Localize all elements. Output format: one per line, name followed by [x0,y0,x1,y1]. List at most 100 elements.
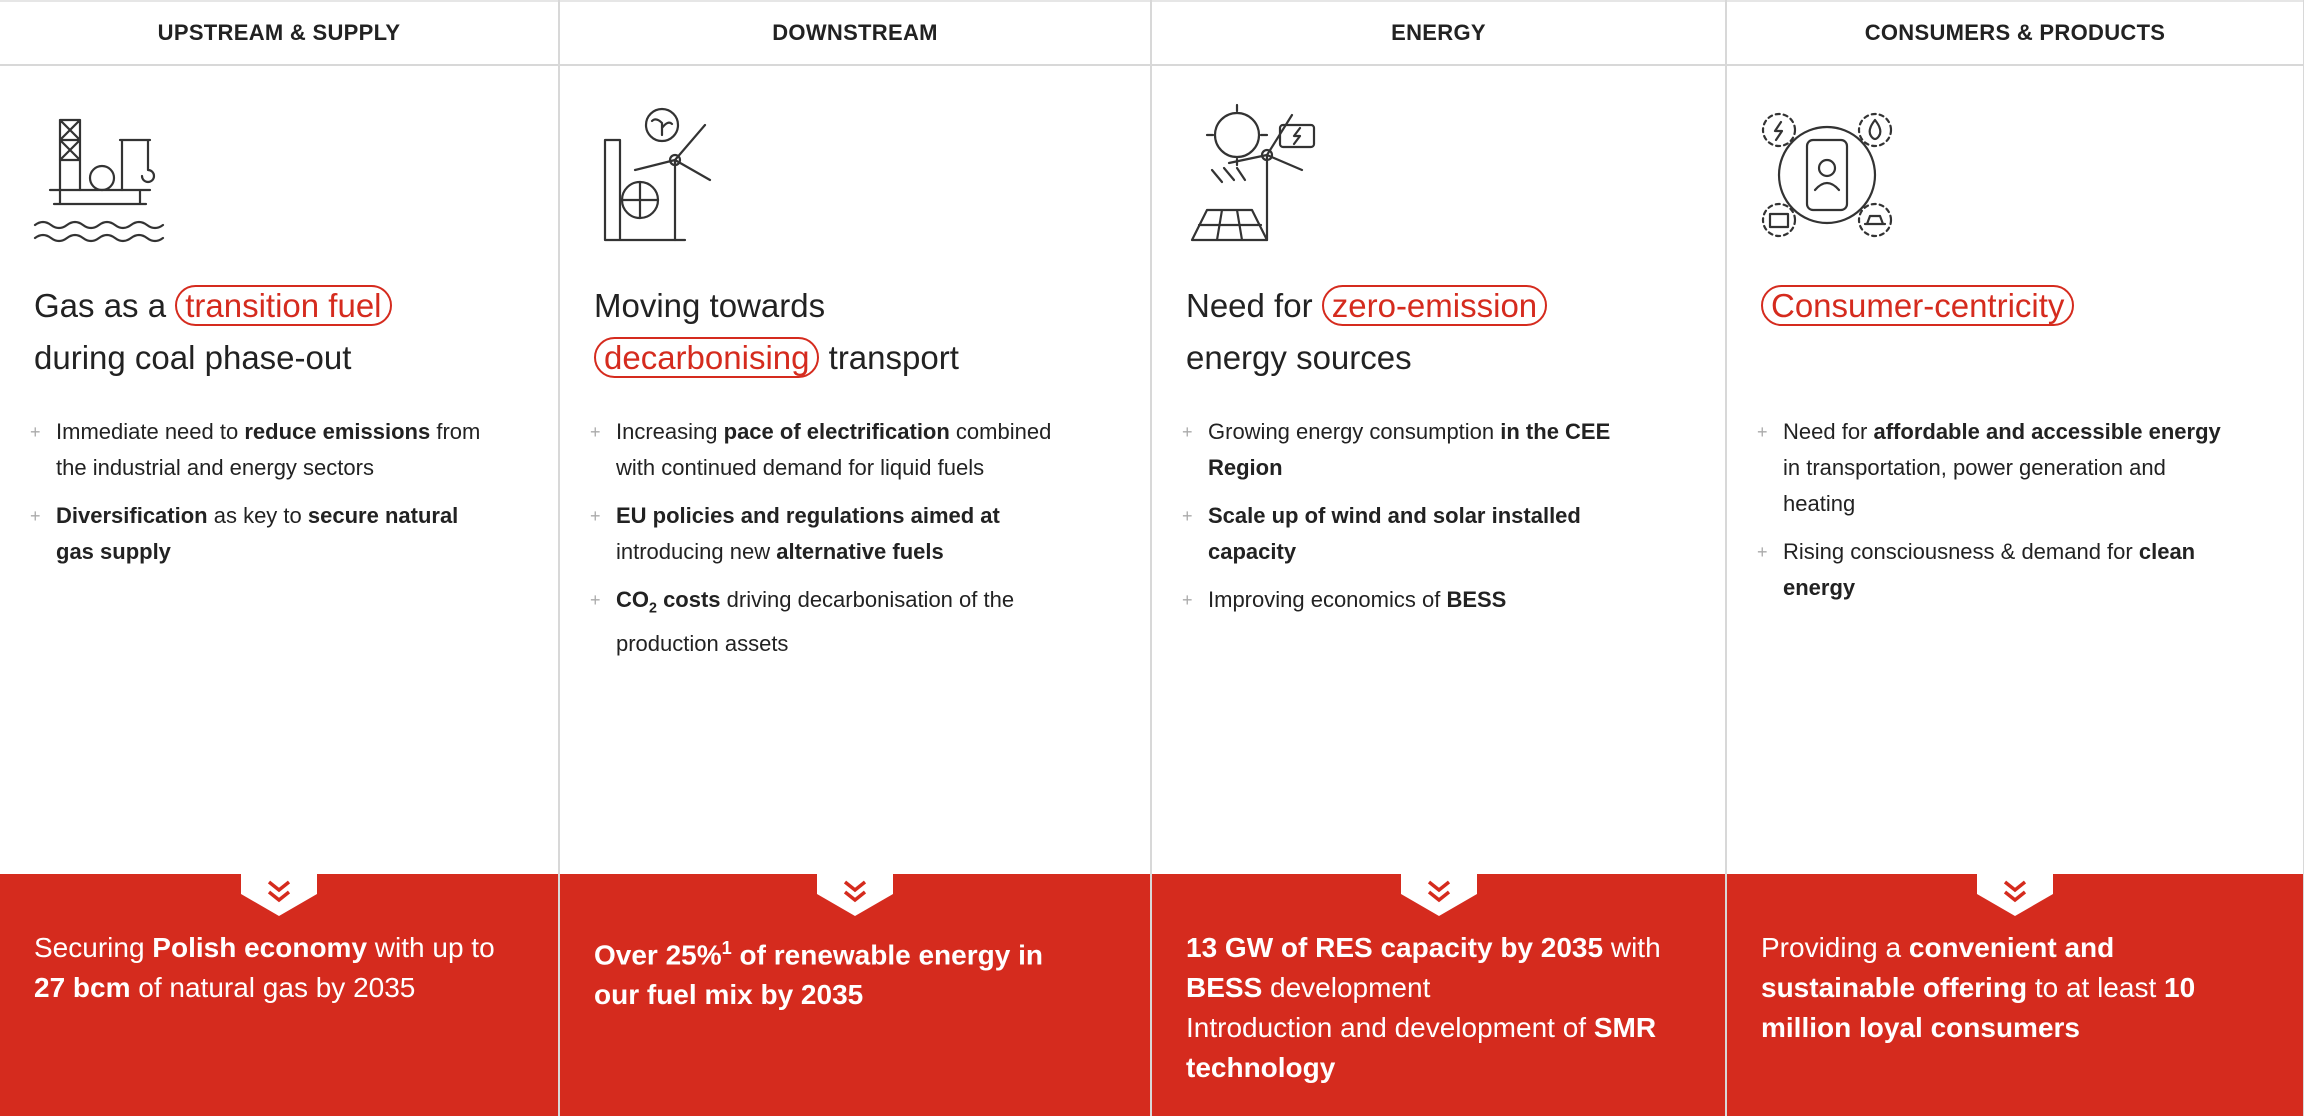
bullet: + Improving economics of BESS [1182,582,1682,618]
text-segment: Gas as a [34,287,176,324]
text-segment: transport [819,339,959,376]
bullet-text: Rising consciousness & demand for clean … [1783,534,2223,606]
text-segment: development [1262,972,1431,1003]
bullets: + Growing energy consumption in the CEE R… [1182,414,1682,630]
bullet: + Immediate need to reduce emissions from… [30,414,530,486]
bullet-text: Growing energy consumption in the CEE Re… [1208,414,1648,486]
text-segment: pace of electrification [723,419,950,444]
column-header: ENERGY [1152,0,1725,66]
text-segment: Over 25% [594,939,722,971]
text-segment: energy sources [1186,339,1412,376]
footer-paragraph: Securing Polish economy with up to 27 bc… [34,928,514,1008]
footer: Providing a convenient and sustainable o… [1727,872,2303,1116]
headline-line: decarbonising transport [594,332,959,384]
text-segment: BESS [1186,972,1263,1003]
bullets: + Immediate need to reduce emissions from… [30,414,530,582]
text-segment: Securing [34,932,153,963]
bullet-icon: + [1757,542,1768,562]
column: DOWNSTREAM Moving towards decarbonising tr… [560,0,1152,1116]
highlight: Consumer-centricity [1761,285,2075,326]
text-segment: 10 million loyal consumers [1761,972,2196,1043]
bullet: + Rising consciousness & demand for clean… [1757,534,2257,606]
icon [590,100,730,245]
text-segment: combined with continued demand for liqui… [616,419,1052,480]
column-header: DOWNSTREAM [560,0,1150,66]
text-segment: Need for [1783,419,1874,444]
column: ENERGY Need for zero-emission energy sourc… [1152,0,1727,1116]
bullet-icon: + [30,506,41,526]
text-segment: Scale up of wind and solar installed cap… [1208,503,1581,564]
footer: Securing Polish economy with up to 27 bc… [0,872,558,1116]
bullet: + Need for affordable and accessible ener… [1757,414,2257,522]
text-segment: Polish economy [152,932,368,963]
highlight: decarbonising [594,337,820,378]
text-segment: Growing energy consumption [1208,419,1501,444]
text-segment: CO [616,587,649,612]
headline-line: Gas as a transition fuel [34,280,392,332]
text-segment: 27 bcm [34,972,131,1003]
bullet-icon: + [30,422,41,442]
bullet-icon: + [590,506,601,526]
text-segment: in transportation, power generation and … [1783,455,2166,516]
text-segment: Diversification [56,503,208,528]
bullet-text: Increasing pace of electrification combi… [616,414,1056,486]
headline: Need for zero-emission energy sources [1186,280,1548,384]
icon [1757,100,1897,245]
bullet-icon: + [1757,422,1768,442]
text-segment: Rising consciousness & demand for [1783,539,2139,564]
bullets: + Need for affordable and accessible ener… [1757,414,2257,618]
highlight: transition fuel [175,285,392,326]
column-header: UPSTREAM & SUPPLY [0,0,558,66]
column: CONSUMERS & PRODUCTS Consumer-centricity +… [1727,0,2304,1116]
bullet: + Diversification as key to secure natura… [30,498,530,570]
text-segment: Moving towards [594,287,826,324]
headline-line: energy sources [1186,332,1547,384]
bullet-icon: + [1182,506,1193,526]
text-segment: Immediate need to [56,419,245,444]
icon [1182,100,1322,245]
footer: 13 GW of RES capacity by 2035 with BESS … [1152,872,1725,1116]
text-segment: during coal phase-out [34,339,352,376]
column: UPSTREAM & SUPPLY Gas as a transition fue… [0,0,560,1116]
text-segment: alternative fuels [776,539,944,564]
bullet-icon: + [1182,590,1193,610]
bullet-icon: + [590,590,601,610]
chevron [1977,872,2053,916]
text-segment: driving decarbonisation of the productio… [616,587,1015,657]
bullet: + Increasing pace of electrification comb… [590,414,1090,486]
headline-line: during coal phase-out [34,332,392,384]
text-segment: costs [656,587,721,612]
bullet-text: Scale up of wind and solar installed cap… [1208,498,1648,570]
text-segment: 1 [721,938,732,958]
text-segment: in the CEE Region [1208,419,1611,480]
text-segment: secure natural gas supply [56,503,459,564]
text-segment: 2 [649,600,657,617]
text-segment: SMR technology [1186,1012,1657,1083]
highlight: zero-emission [1321,285,1548,326]
text-segment: Introduction and development of [1186,1012,1594,1043]
text-segment: affordable and accessible energy [1873,419,2221,444]
text-segment: EU policies and regulations aimed at [616,503,1000,528]
bullet-text: Immediate need to reduce emissions from … [56,414,496,486]
footer-paragraph: Introduction and development of SMR tech… [1186,1008,1666,1088]
text-segment: as key to [207,503,308,528]
text-segment: convenient and sustainable offering [1761,932,2115,1003]
text-segment: Need for [1186,287,1322,324]
icon [30,100,170,245]
headline: Consumer-centricity [1761,280,2075,332]
text-segment: Increasing [616,419,724,444]
bullet-text: Need for affordable and accessible energ… [1783,414,2223,522]
footer-paragraph: Providing a convenient and sustainable o… [1761,928,2241,1048]
text-segment: introducing new [616,539,777,564]
bullet-text: Diversification as key to secure natural… [56,498,496,570]
footer: Over 25%1 of renewable energy in our fue… [560,872,1150,1116]
footer-paragraph: 13 GW of RES capacity by 2035 with BESS … [1186,928,1666,1008]
text-segment: of natural gas by 2035 [130,972,416,1003]
bullet: + CO2 costs driving decarbonisation of th… [590,582,1090,662]
headline-line: Moving towards [594,280,959,332]
text-segment: Improving economics of [1208,587,1447,612]
text-segment: of renewable energy in our fuel mix by 2… [594,939,1043,1011]
chevron [817,872,893,916]
text-segment: with up to [367,932,495,963]
footer-paragraph: Over 25%1 of renewable energy in our fue… [594,928,1074,1015]
